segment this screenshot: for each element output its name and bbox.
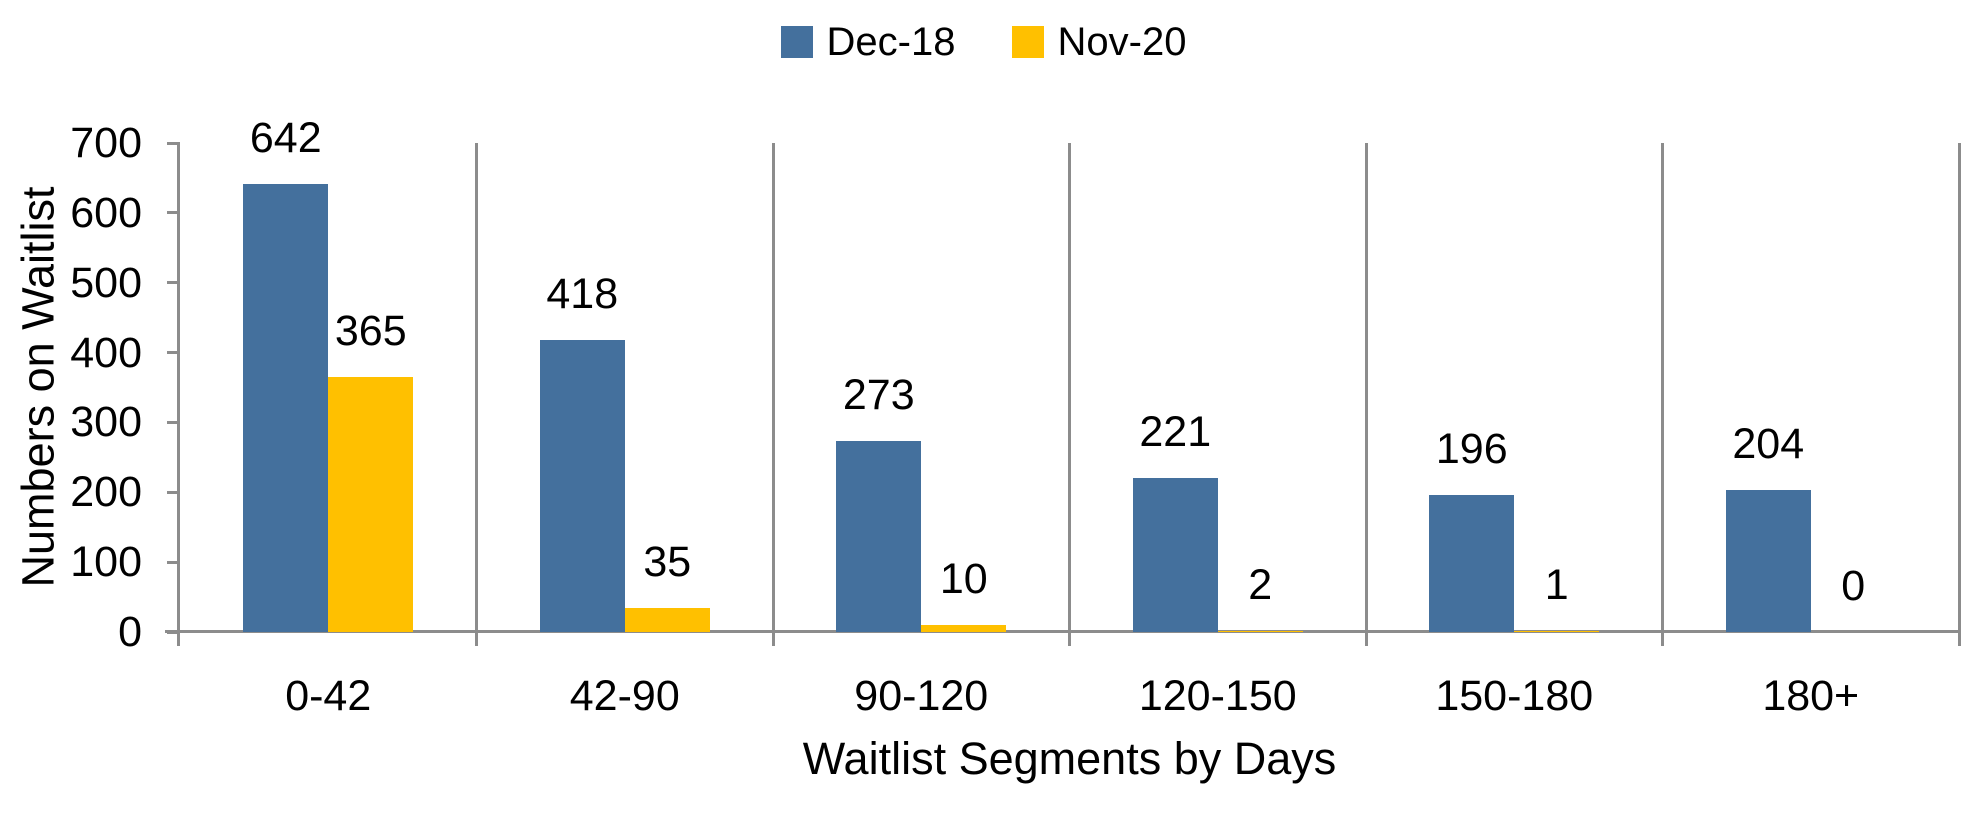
legend-item-nov-20: Nov-20 <box>1011 20 1187 64</box>
bar-value-label: 221 <box>1139 407 1212 456</box>
bar-dec-18-0-42 <box>243 183 329 632</box>
y-tick-mark <box>167 420 180 424</box>
bar-value-label: 10 <box>939 555 988 604</box>
bar-value-label: 273 <box>842 371 915 420</box>
category-divider-line <box>1068 143 1071 646</box>
bar-dec-18-180+ <box>1725 489 1811 632</box>
bar-value-label: 0 <box>1841 562 1866 610</box>
category-label-42-90: 42-90 <box>569 672 680 720</box>
category-divider-line <box>771 143 775 646</box>
y-tick-mark <box>167 281 180 285</box>
y-axis-line <box>177 143 180 646</box>
legend: Dec-18 Nov-20 <box>0 22 1967 62</box>
bar-value-label: 2 <box>1248 560 1273 609</box>
bar-value-label: 642 <box>249 113 322 162</box>
bar-dec-18-90-120 <box>836 441 922 632</box>
y-tick-mark <box>167 141 180 145</box>
bar-value-label: 418 <box>546 270 619 318</box>
y-tick-mark <box>167 211 180 215</box>
bar-nov-20-0-42 <box>328 377 414 632</box>
y-tick-label: 500 <box>70 258 142 307</box>
x-axis-title: Waitlist Segments by Days <box>802 733 1337 784</box>
bar-value-label: 204 <box>1732 419 1805 468</box>
y-tick-mark <box>167 560 180 564</box>
bar-value-label: 1 <box>1544 561 1569 610</box>
y-tick-mark <box>167 490 180 494</box>
category-divider-line <box>1661 143 1664 646</box>
y-tick-label: 600 <box>70 188 142 237</box>
bar-dec-18-150-180 <box>1429 495 1515 632</box>
category-label-0-42: 0-42 <box>285 672 372 720</box>
bar-value-label: 365 <box>334 307 407 356</box>
category-divider-line <box>1364 143 1368 646</box>
category-divider-line <box>1957 143 1961 646</box>
y-tick-label: 200 <box>70 468 142 517</box>
legend-swatch-nov-20 <box>1011 26 1044 58</box>
category-label-90-120: 90-120 <box>854 672 989 720</box>
y-tick-mark <box>167 351 180 355</box>
bar-nov-20-150-180 <box>1514 631 1600 632</box>
legend-label: Nov-20 <box>1057 20 1187 64</box>
bar-nov-20-120-150 <box>1217 630 1303 632</box>
bar-value-label: 196 <box>1435 425 1508 474</box>
bar-nov-20-42-90 <box>624 607 710 632</box>
category-label-150-180: 150-180 <box>1435 672 1594 720</box>
y-axis-title: Numbers on Waitlist <box>12 186 64 588</box>
legend-label: Dec-18 <box>826 20 956 64</box>
category-divider-line <box>475 143 478 646</box>
legend-item-dec-18: Dec-18 <box>780 20 956 64</box>
y-tick-mark <box>167 630 180 634</box>
y-tick-label: 100 <box>70 538 142 587</box>
category-label-120-150: 120-150 <box>1138 672 1297 720</box>
bar-dec-18-120-150 <box>1132 477 1218 632</box>
bar-dec-18-42-90 <box>539 340 625 632</box>
y-tick-label: 400 <box>70 328 142 377</box>
category-label-180+: 180+ <box>1762 672 1860 720</box>
plot-area: 642 365 418 35 273 10 221 2 196 1 204 0 <box>180 116 1959 632</box>
bar-nov-20-90-120 <box>921 625 1007 632</box>
y-tick-label: 0 <box>118 608 142 656</box>
y-tick-label: 300 <box>70 398 142 447</box>
x-axis-line <box>165 630 1959 633</box>
legend-swatch-dec-18 <box>780 26 813 58</box>
y-tick-label: 700 <box>70 119 142 167</box>
bar-value-label: 35 <box>643 537 692 586</box>
